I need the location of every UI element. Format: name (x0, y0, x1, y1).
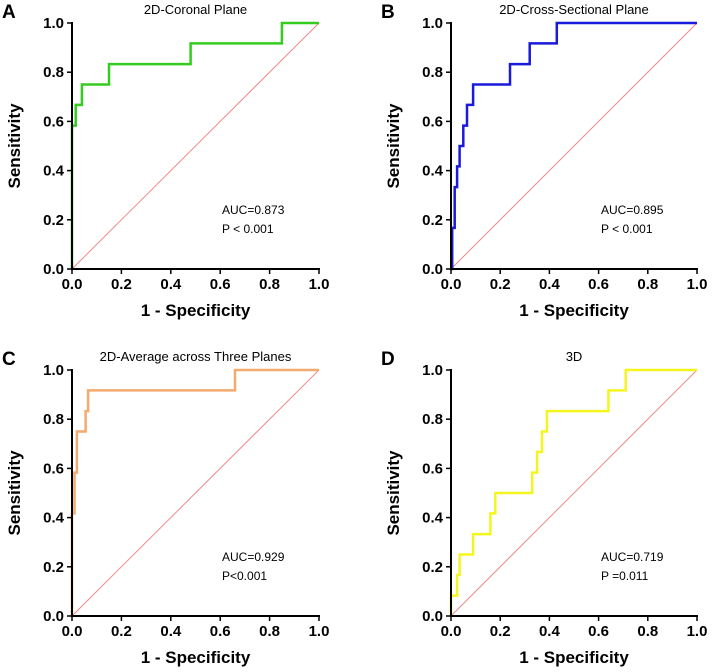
reference-diagonal-line (450, 22, 698, 270)
panel-letter: C (2, 349, 16, 370)
x-tick-label: 0.0 (441, 623, 462, 640)
x-tick-label: 0.4 (160, 623, 182, 640)
y-tick-label: 0.8 (422, 64, 443, 81)
x-axis-title: 1 - Specificity (519, 648, 629, 667)
x-tick-label: 0.6 (210, 623, 231, 640)
p-value-annotation: P<0.001 (222, 569, 267, 583)
roc-panel-b: B 2D-Cross-Sectional Plane 0.0 0.2 0.4 0.6 0.8… (381, 2, 707, 320)
panel-title: 2D-Coronal Plane (144, 2, 247, 17)
x-tick-label: 0.2 (111, 276, 132, 293)
roc-curve-line (70, 368, 319, 616)
x-tick-label: 0.8 (637, 623, 658, 640)
y-tick-label: 0.4 (422, 510, 444, 527)
auc-annotation: AUC=0.929 (222, 550, 285, 564)
x-axis-title: 1 - Specificity (519, 301, 629, 320)
x-tick-label: 1.0 (687, 623, 708, 640)
roc-panel-c: C 2D-Average across Three Planes 0.0 0.2 0.4… (2, 349, 329, 667)
y-tick-label: 0.2 (422, 212, 443, 229)
y-tick-label: 0.6 (43, 113, 64, 130)
y-axis-title: Sensitivity (384, 450, 403, 536)
y-tick-label: 0.2 (422, 559, 443, 576)
reference-diagonal-line (71, 369, 320, 617)
p-value-annotation: P < 0.001 (222, 222, 274, 236)
x-tick-label: 0.6 (588, 623, 609, 640)
x-tick-label: 0.8 (259, 623, 280, 640)
y-tick-label: 0.8 (422, 411, 443, 428)
y-tick-label: 1.0 (422, 362, 443, 379)
y-tick-label: 0.8 (43, 64, 64, 81)
x-axis-title: 1 - Specificity (141, 301, 251, 320)
y-tick-label: 1.0 (43, 15, 64, 32)
x-tick-label: 0.0 (441, 276, 462, 293)
roc-curve-line (450, 21, 697, 271)
auc-annotation: AUC=0.719 (601, 550, 664, 564)
x-tick-label: 0.4 (539, 623, 561, 640)
x-tick-label: 0.6 (210, 276, 231, 293)
x-tick-label: 0.0 (62, 623, 83, 640)
y-tick-label: 0.4 (422, 163, 444, 180)
roc-curve-line (70, 21, 319, 269)
y-tick-label: 0.2 (43, 212, 64, 229)
x-tick-label: 0.2 (111, 623, 132, 640)
x-tick-label: 0.8 (637, 276, 658, 293)
y-tick-label: 1.0 (422, 15, 443, 32)
panel-letter: D (381, 349, 395, 370)
y-tick-label: 0.0 (43, 608, 64, 625)
y-tick-label: 0.6 (43, 460, 64, 477)
x-tick-label: 0.0 (62, 276, 83, 293)
p-value-annotation: P < 0.001 (601, 222, 653, 236)
y-tick-label: 1.0 (43, 362, 64, 379)
panel-title: 3D (566, 349, 583, 364)
x-tick-label: 1.0 (309, 276, 330, 293)
x-tick-label: 0.2 (490, 623, 511, 640)
y-tick-label: 0.4 (43, 510, 65, 527)
y-axis-title: Sensitivity (5, 450, 24, 536)
x-tick-label: 0.6 (588, 276, 609, 293)
x-tick-label: 0.4 (539, 276, 561, 293)
x-tick-label: 1.0 (687, 276, 708, 293)
p-value-annotation: P =0.011 (601, 569, 649, 583)
y-tick-label: 0.6 (422, 460, 443, 477)
roc-panel-a: A 2D-Coronal Plane 0.0 0.2 0.4 0.6 0.8 1.0 0.0 0.… (2, 2, 329, 320)
x-axis-title: 1 - Specificity (141, 648, 251, 667)
y-axis-title: Sensitivity (5, 103, 24, 189)
panel-letter: A (2, 2, 16, 23)
x-tick-label: 0.8 (259, 276, 280, 293)
y-tick-label: 0.6 (422, 113, 443, 130)
auc-annotation: AUC=0.873 (222, 203, 285, 217)
panel-title: 2D-Cross-Sectional Plane (499, 2, 649, 17)
x-tick-label: 0.2 (490, 276, 511, 293)
y-tick-label: 0.4 (43, 163, 65, 180)
y-tick-label: 0.0 (422, 608, 443, 625)
reference-diagonal-line (450, 369, 698, 617)
reference-diagonal-line (71, 22, 320, 270)
panel-letter: B (381, 2, 395, 23)
auc-annotation: AUC=0.895 (601, 203, 664, 217)
y-tick-label: 0.8 (43, 411, 64, 428)
x-tick-label: 1.0 (309, 623, 330, 640)
y-tick-label: 0.0 (43, 261, 64, 278)
roc-panel-d: D 3D 0.0 0.2 0.4 0.6 0.8 1.0 0.0 0.2 0.4 0.6 0.8 1.0 1… (381, 349, 707, 667)
y-axis-title: Sensitivity (384, 103, 403, 189)
roc-curve-line (449, 368, 697, 616)
y-tick-label: 0.2 (43, 559, 64, 576)
y-tick-label: 0.0 (422, 261, 443, 278)
x-tick-label: 0.4 (160, 276, 182, 293)
panel-title: 2D-Average across Three Planes (100, 349, 292, 364)
